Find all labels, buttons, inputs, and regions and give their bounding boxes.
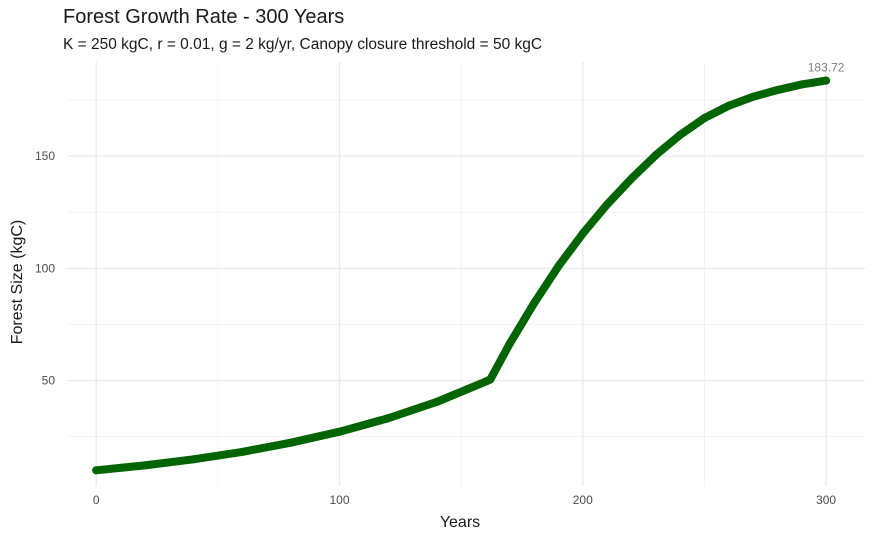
data-point xyxy=(554,262,563,271)
x-tick-label: 300 xyxy=(816,493,836,507)
data-point xyxy=(286,438,295,447)
data-point xyxy=(432,397,441,406)
data-point xyxy=(724,101,733,110)
x-axis-title: Years xyxy=(440,514,480,531)
chart-title: Forest Growth Rate - 300 Years xyxy=(63,6,345,28)
series-layer xyxy=(92,76,831,475)
data-point xyxy=(238,447,247,456)
data-point xyxy=(773,86,782,95)
chart-subtitle: K = 250 kgC, r = 0.01, g = 2 kg/yr, Cano… xyxy=(63,36,543,53)
data-point xyxy=(486,375,495,384)
data-point xyxy=(384,414,393,423)
data-point xyxy=(189,455,198,464)
data-point xyxy=(140,461,149,470)
y-axis-title: Forest Size (kgC) xyxy=(9,220,26,344)
data-point xyxy=(627,174,636,183)
x-tick-label: 100 xyxy=(329,493,349,507)
tick-labels: 0 100 200 300 50 100 150 xyxy=(35,149,836,507)
data-point xyxy=(700,114,709,123)
y-tick-label: 100 xyxy=(35,261,55,275)
data-point xyxy=(797,80,806,89)
series-line xyxy=(92,76,831,475)
grid-lines xyxy=(67,62,865,486)
data-point xyxy=(530,299,539,308)
y-tick-label: 150 xyxy=(35,149,55,163)
x-tick-label: 0 xyxy=(93,493,100,507)
data-point xyxy=(578,229,587,238)
end-value-label: 183.72 xyxy=(808,61,845,75)
data-point xyxy=(603,200,612,209)
data-point xyxy=(651,151,660,160)
data-point xyxy=(505,339,514,348)
x-tick-label: 200 xyxy=(573,493,593,507)
data-point xyxy=(335,427,344,436)
y-tick-label: 50 xyxy=(42,374,56,388)
data-point xyxy=(92,466,101,475)
data-point xyxy=(749,92,758,101)
data-point xyxy=(676,130,685,139)
data-point xyxy=(822,76,831,85)
